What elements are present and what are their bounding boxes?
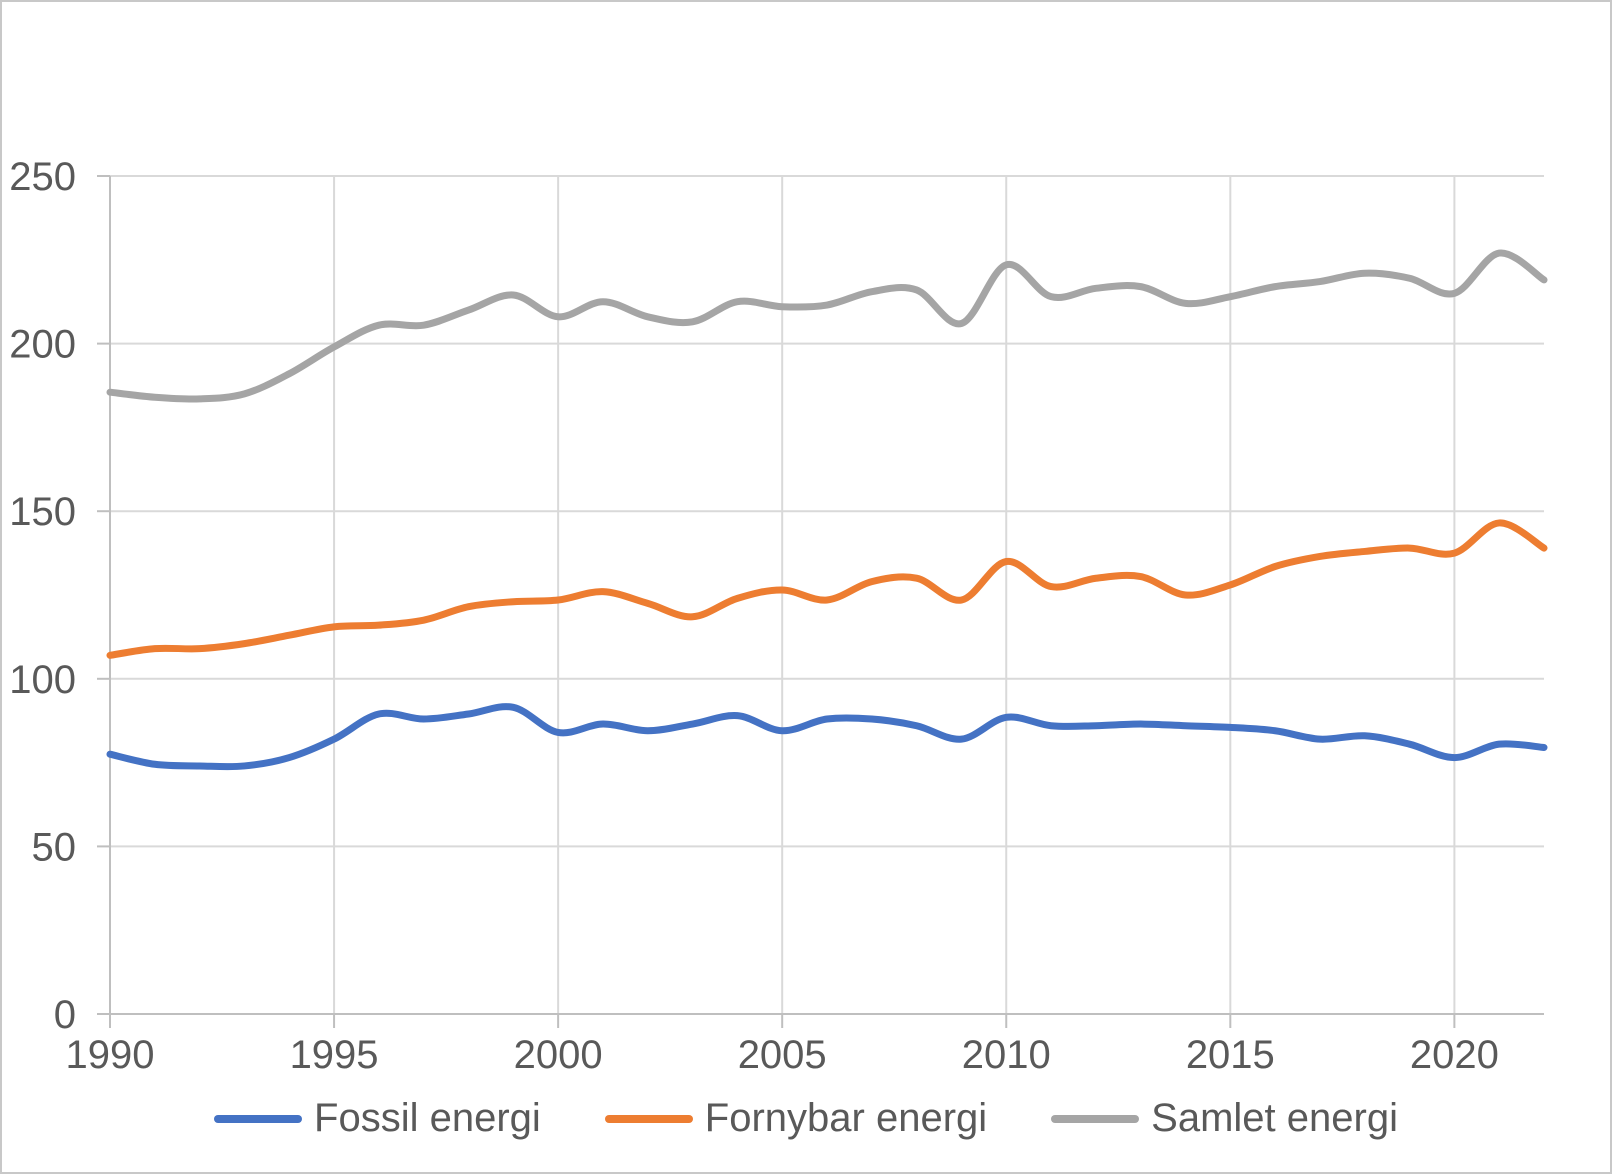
y-axis-tick-label: 250 bbox=[9, 155, 76, 199]
x-axis-tick-label: 1995 bbox=[290, 1033, 379, 1077]
x-axis-tick-label: 1990 bbox=[66, 1033, 155, 1077]
chart-legend: Fossil energi Fornybar energi Samlet ene… bbox=[2, 1096, 1610, 1141]
x-axis-tick-label: 2010 bbox=[962, 1033, 1051, 1077]
y-axis-tick-label: 100 bbox=[9, 658, 76, 702]
x-axis-tick-label: 2000 bbox=[514, 1033, 603, 1077]
series-line-samlet-energi bbox=[106, 249, 1548, 403]
legend-label-fornybar-energi: Fornybar energi bbox=[704, 1096, 988, 1140]
legend-item-samlet-energi: Samlet energi bbox=[1051, 1096, 1398, 1141]
legend-swatch-samlet-energi bbox=[1051, 1114, 1140, 1123]
legend-swatch-fornybar-energi bbox=[604, 1114, 693, 1123]
x-axis-tick-label: 2005 bbox=[738, 1033, 827, 1077]
legend-label-fossil-energi: Fossil energi bbox=[314, 1096, 541, 1140]
legend-label-samlet-energi: Samlet energi bbox=[1151, 1096, 1398, 1140]
legend-item-fossil-energi: Fossil energi bbox=[214, 1096, 541, 1141]
y-axis-tick-label: 50 bbox=[32, 825, 77, 869]
legend-item-fornybar-energi: Fornybar energi bbox=[604, 1096, 988, 1141]
legend-swatch-fossil-energi bbox=[214, 1114, 303, 1123]
y-axis-tick-label: 150 bbox=[9, 490, 76, 534]
y-axis-tick-label: 200 bbox=[9, 323, 76, 367]
x-axis-tick-label: 2015 bbox=[1186, 1033, 1275, 1077]
series-line-fossil-energi bbox=[106, 703, 1548, 771]
y-axis-tick-label: 0 bbox=[54, 993, 76, 1037]
series-line-fornybar-energi bbox=[106, 519, 1548, 659]
x-axis-tick-label: 2020 bbox=[1410, 1033, 1499, 1077]
